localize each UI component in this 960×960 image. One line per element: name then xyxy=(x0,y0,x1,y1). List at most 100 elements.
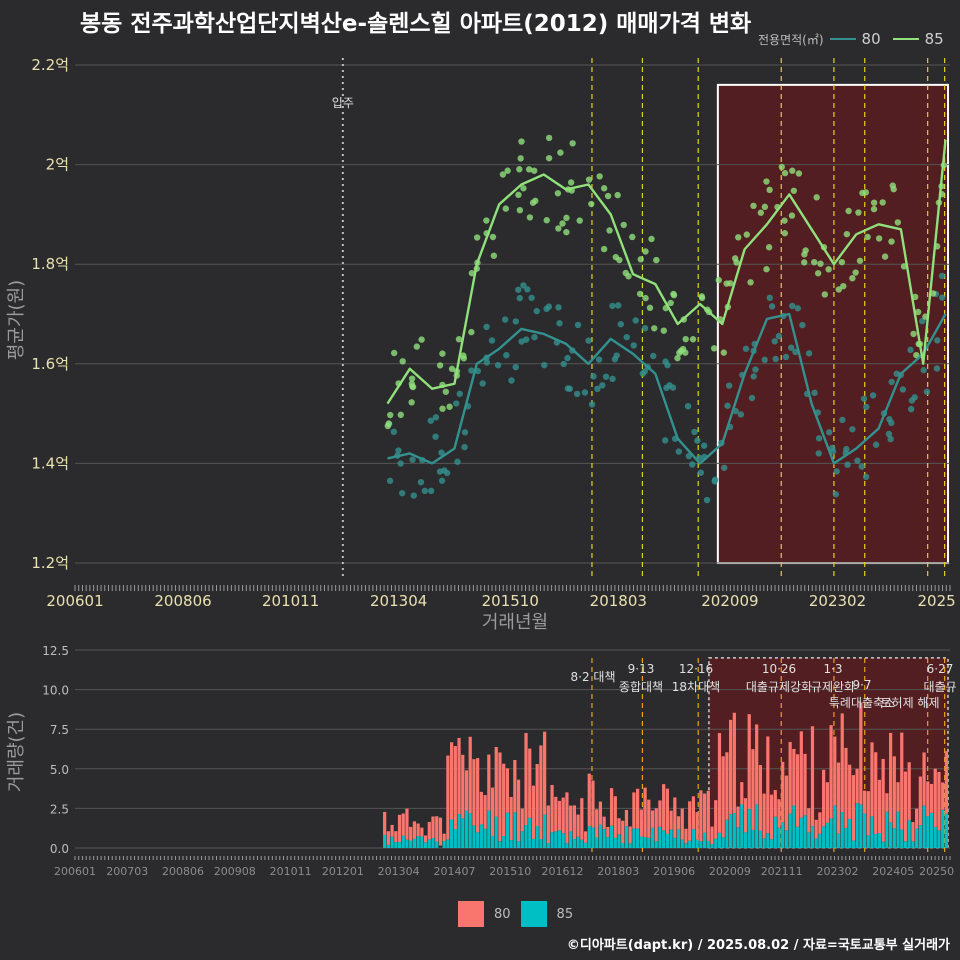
scatter-point-80 xyxy=(675,448,683,455)
policy-date-label: 12·16 xyxy=(679,662,713,676)
bar-80 xyxy=(464,770,469,811)
bar-85 xyxy=(412,838,417,848)
scatter-point-80 xyxy=(581,389,589,396)
scatter-point-85 xyxy=(735,234,742,241)
bar-85 xyxy=(565,843,569,848)
bottom-legend: 80 85 xyxy=(458,901,573,927)
bar-85 xyxy=(717,832,722,848)
bar-y-axis-title: 거래량(건) xyxy=(6,712,27,792)
scatter-point-85 xyxy=(455,336,463,343)
scatter-point-85 xyxy=(682,349,689,356)
scatter-point-80 xyxy=(700,442,708,449)
scatter-point-80 xyxy=(599,382,606,389)
bar-80 xyxy=(684,828,688,844)
scatter-point-85 xyxy=(525,166,533,173)
scatter-point-80 xyxy=(934,337,941,344)
y-axis-title: 평균가(원) xyxy=(6,280,27,360)
bar-85 xyxy=(732,812,736,848)
bar-80 xyxy=(446,755,450,840)
scatter-point-85 xyxy=(856,257,864,264)
scatter-point-85 xyxy=(600,245,608,253)
bar-80 xyxy=(680,808,684,840)
bar-85 xyxy=(483,828,487,848)
scatter-point-85 xyxy=(408,399,415,406)
bar-80 xyxy=(810,726,815,827)
bar-80 xyxy=(799,731,803,818)
scatter-point-85 xyxy=(642,248,649,255)
bar-85 xyxy=(539,839,543,848)
bar-80 xyxy=(851,775,856,841)
scatter-point-80 xyxy=(488,337,496,344)
bar-85 xyxy=(446,839,450,848)
scatter-point-80 xyxy=(691,428,698,436)
bar-85 xyxy=(769,839,774,848)
bar-80 xyxy=(524,733,528,826)
bar-85 xyxy=(550,832,554,848)
bar-80 xyxy=(855,768,859,804)
bar-80 xyxy=(743,798,748,833)
bar-85 xyxy=(688,840,692,848)
legend-title: 전용면적(㎡) xyxy=(758,32,824,47)
bar-85 xyxy=(840,811,844,848)
bar-x-tick-label: 201510 xyxy=(489,865,531,878)
scatter-point-80 xyxy=(512,318,519,325)
bar-85 xyxy=(572,839,576,848)
bar-85 xyxy=(472,825,476,848)
bar-80 xyxy=(412,821,417,839)
bar-85 xyxy=(390,836,394,848)
x-tick-label: 200601 xyxy=(46,592,103,610)
scatter-point-80 xyxy=(650,352,657,360)
bar-80 xyxy=(531,785,536,839)
bar-80 xyxy=(628,826,632,844)
bar-80 xyxy=(769,794,774,840)
bar-85 xyxy=(706,840,710,848)
scatter-point-80 xyxy=(632,317,639,324)
scatter-point-80 xyxy=(588,401,596,408)
bar-80 xyxy=(598,801,603,825)
bar-85 xyxy=(721,837,725,848)
bar-80 xyxy=(710,826,714,844)
bar-85 xyxy=(937,830,941,848)
bar-85 xyxy=(792,805,796,848)
bar-85 xyxy=(647,837,651,848)
scatter-point-85 xyxy=(620,221,627,229)
scatter-point-80 xyxy=(461,443,468,451)
bar-85 xyxy=(535,826,539,848)
scatter-point-85 xyxy=(557,149,564,156)
bar-80 xyxy=(516,779,521,842)
bar-85 xyxy=(450,819,454,848)
bar-80 xyxy=(866,791,870,836)
bar-80 xyxy=(818,812,822,834)
bar-85 xyxy=(595,837,599,848)
bar-80 xyxy=(892,756,896,829)
x-tick-label: 201803 xyxy=(590,592,647,610)
bar-80 xyxy=(453,746,457,829)
scatter-point-80 xyxy=(907,405,915,413)
scatter-point-85 xyxy=(520,185,527,192)
bar-85 xyxy=(394,842,398,848)
bar-85 xyxy=(461,818,465,848)
bar-85 xyxy=(598,824,603,848)
legend-bar-label-80: 80 xyxy=(494,906,511,922)
scatter-point-85 xyxy=(532,197,539,205)
scatter-point-80 xyxy=(438,449,445,456)
scatter-point-85 xyxy=(446,403,453,410)
scatter-point-85 xyxy=(559,220,566,227)
scatter-point-85 xyxy=(473,234,481,241)
bar-80 xyxy=(535,764,539,827)
bar-80 xyxy=(777,799,781,828)
bar-80 xyxy=(450,742,454,820)
bar-80 xyxy=(583,831,588,843)
scatter-point-85 xyxy=(843,230,851,238)
bar-85 xyxy=(401,835,405,848)
scatter-point-80 xyxy=(737,411,745,418)
bar-85 xyxy=(825,822,829,848)
scatter-point-80 xyxy=(602,373,610,380)
scatter-point-85 xyxy=(838,258,846,266)
scatter-point-85 xyxy=(439,405,446,412)
bar-85 xyxy=(531,838,536,848)
bar-80 xyxy=(699,790,703,842)
bar-85 xyxy=(513,812,517,848)
bar-85 xyxy=(784,830,789,848)
policy-desc-label: 18차대책 xyxy=(672,679,720,694)
